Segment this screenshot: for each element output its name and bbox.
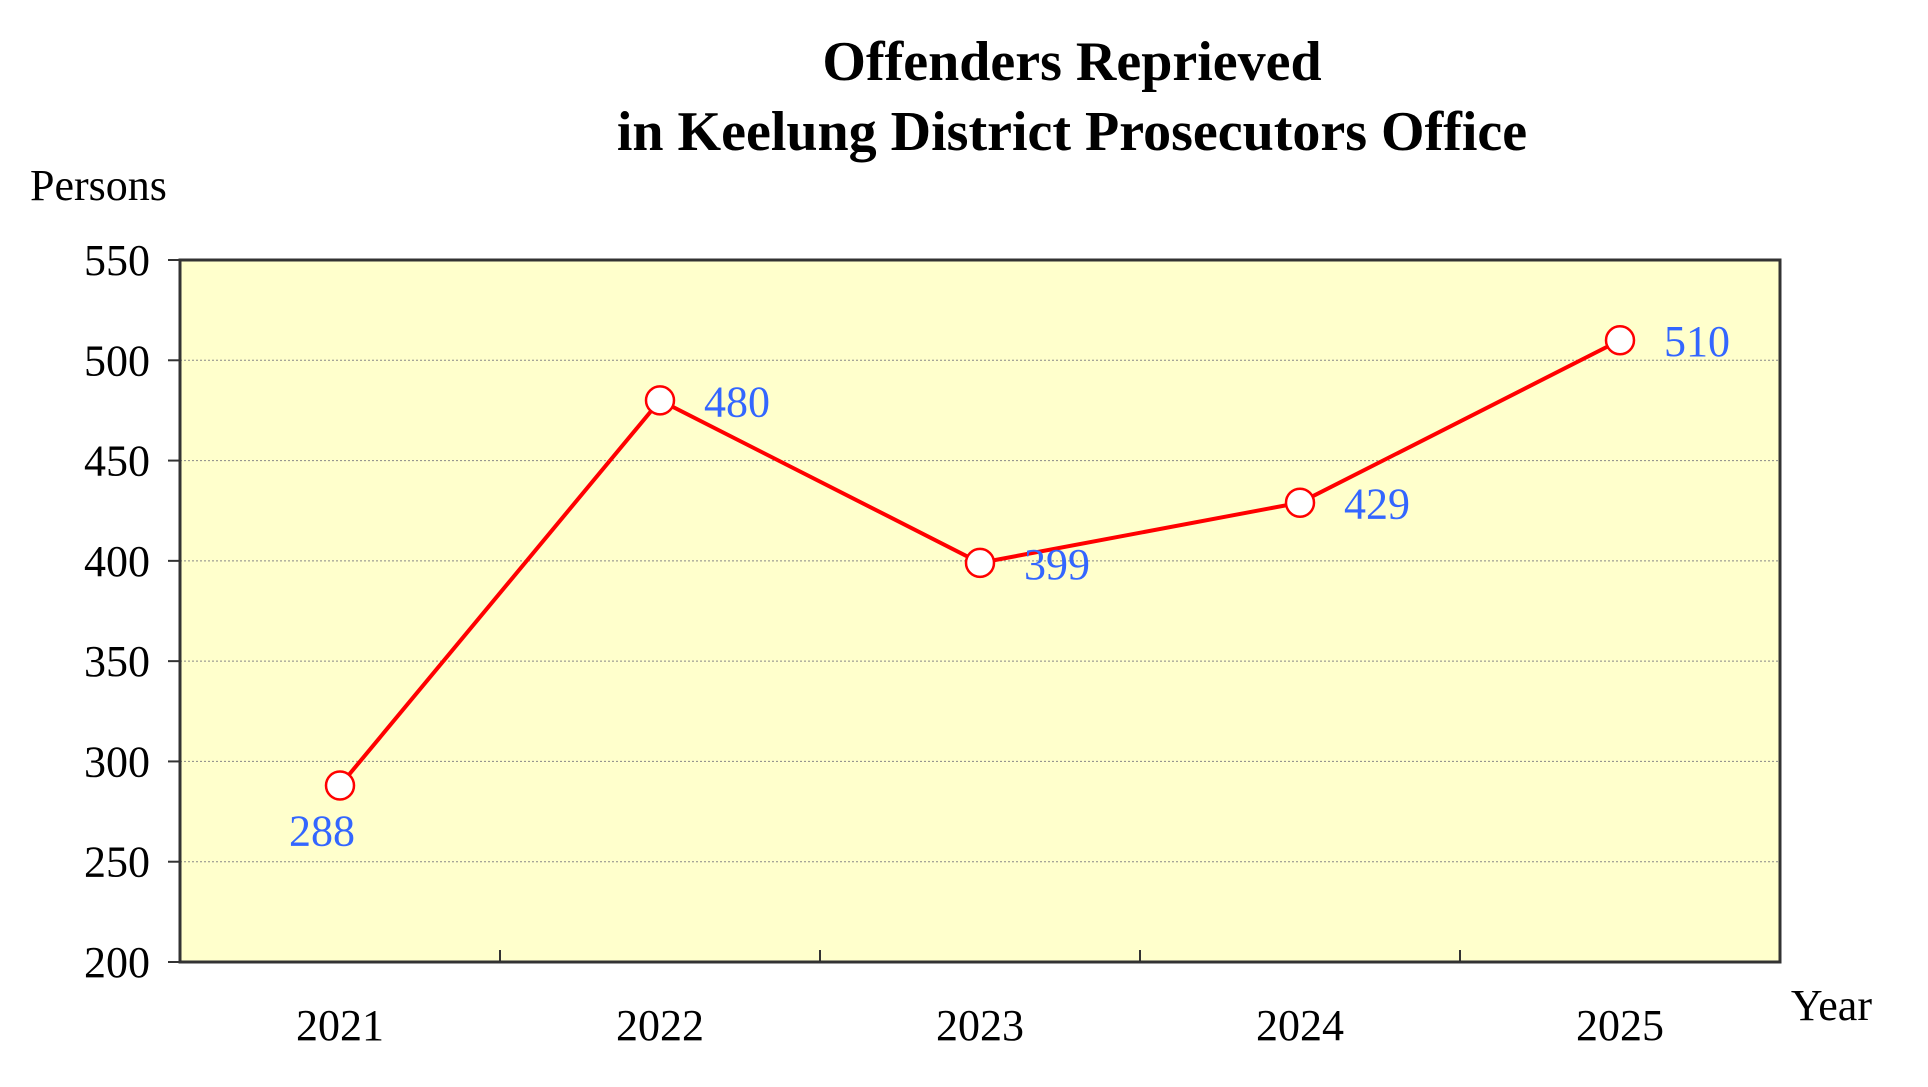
plot-frame [178, 258, 1782, 964]
y-axis: 200 250 300 350 400 450 500 550 [84, 236, 180, 987]
chart-title-line-2: in Keelung District Prosecutors Office [617, 101, 1527, 163]
data-label: 429 [1344, 480, 1410, 529]
x-tick-label: 2022 [616, 1001, 704, 1050]
y-tick-label: 450 [84, 437, 150, 486]
y-tick-label: 300 [84, 737, 150, 786]
data-label: 510 [1664, 317, 1730, 366]
data-point [1284, 487, 1316, 518]
chart-title-line-1: Offenders Reprieved [822, 31, 1321, 93]
y-axis-unit-label: Persons [30, 161, 167, 210]
data-point [1604, 324, 1636, 356]
data-point [964, 547, 996, 579]
x-axis: 2021 2022 2023 2024 2025 [296, 950, 1664, 1050]
y-tick-label: 250 [84, 838, 150, 887]
y-tick-label: 400 [84, 537, 150, 586]
y-tick-label: 500 [84, 336, 150, 385]
data-point [324, 770, 356, 801]
data-label: 399 [1024, 540, 1090, 589]
x-tick-label: 2024 [1256, 1001, 1344, 1050]
plot-area [180, 260, 1780, 962]
x-tick-label: 2025 [1576, 1001, 1664, 1050]
y-tick-label: 350 [84, 637, 150, 686]
data-label: 480 [704, 377, 770, 426]
x-axis-unit-label: Year [1791, 981, 1872, 1030]
data-point [644, 385, 676, 416]
y-tick-label: 550 [84, 236, 150, 285]
y-tick-label: 200 [84, 938, 150, 987]
x-tick-label: 2023 [936, 1001, 1024, 1050]
data-label: 288 [289, 806, 355, 855]
series: 288 480 399 429 510 [289, 317, 1730, 855]
x-tick-label: 2021 [296, 1001, 384, 1050]
